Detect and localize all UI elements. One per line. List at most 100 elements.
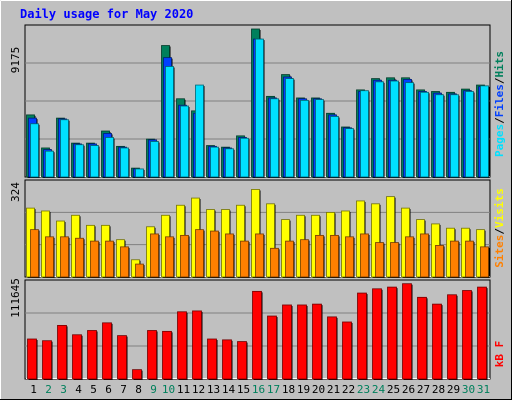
pages-bar [30,123,39,178]
pages-bar [135,168,144,178]
sites-bar [30,229,39,278]
day-label: 16 [252,383,265,396]
pages-bar [300,99,309,178]
sites-bar [105,240,114,278]
kbytes-legend: kB F [493,341,506,368]
sites-bar [120,246,129,278]
day-label: 3 [60,383,67,396]
legend-sites: Sites [493,235,506,268]
pages-bar [420,91,429,178]
day-label: 4 [75,383,82,396]
sites-bar [270,247,279,278]
day-label: 18 [282,383,295,396]
kbytes-bar [402,283,412,380]
pages-bar [285,78,294,178]
sites-bar [330,234,339,278]
kbytes-bar [162,330,172,380]
sites-bar [180,234,189,278]
kbytes-bar [462,290,472,380]
sites-bar [240,240,249,278]
sites-bar [375,242,384,278]
kbytes-bar [27,338,37,380]
pages-bar [375,81,384,178]
kbytes-bar [477,286,487,380]
legend-sep-2: / [493,77,506,84]
kbytes-bar [372,288,382,380]
day-label: 27 [417,383,430,396]
pages-bar [180,105,189,178]
sites-bar [195,229,204,278]
day-label: 8 [135,383,142,396]
kbytes-bar [327,316,337,380]
sites-bar [420,233,429,278]
kbytes-bar [57,324,67,380]
kbytes-bar [117,335,127,380]
kbytes-bar [72,334,82,380]
day-label: 21 [327,383,340,396]
day-label: 17 [267,383,280,396]
pages-bar [435,94,444,178]
sites-bar [60,236,69,278]
day-label: 10 [162,383,175,396]
pages-bar [120,147,129,178]
pages-bar [465,91,474,178]
day-label: 15 [237,383,250,396]
kbytes-bar [387,286,397,380]
sites-bar [315,234,324,278]
pages-bar [255,38,264,178]
day-label: 28 [432,383,445,396]
pages-bar [315,99,324,178]
kbytes-bar [177,311,187,380]
visits-legend: Sites/Visits [493,188,506,268]
day-label: 9 [150,383,157,396]
sites-bar [225,233,234,278]
kbytes-bar [237,341,247,380]
legend-hits: Hits [493,51,506,78]
day-label: 7 [120,383,127,396]
kbytes-bar [192,310,202,380]
sites-bar [465,240,474,278]
legend-visits: Visits [493,188,506,228]
pages-bar [90,145,99,178]
pages-bar [150,141,159,178]
sites-bar [45,236,54,278]
kbytes-bar [87,330,97,380]
sites-bar [165,236,174,278]
legend-sep-1: / [493,117,506,124]
day-label: 5 [90,383,97,396]
pages-bar [480,85,489,178]
sites-bar [345,236,354,278]
sites-bar [390,242,399,278]
day-label: 11 [177,383,190,396]
kbytes-bar [267,315,277,380]
kbytes-bar [222,339,232,380]
day-label: 20 [312,383,325,396]
kbytes-bar [342,321,352,380]
pages-bar [45,150,54,178]
kbytes-max-label: 111645 [9,278,22,318]
sites-bar [90,240,99,278]
day-label: 29 [447,383,460,396]
legend-pages: Pages [493,124,506,157]
kbytes-bar [147,330,157,380]
day-label: 13 [207,383,220,396]
pages-bar [345,128,354,178]
day-label: 31 [477,383,490,396]
day-label: 23 [357,383,370,396]
day-label: 25 [387,383,400,396]
sites-bar [360,233,369,278]
kbytes-bar [207,338,217,380]
sites-bar [405,236,414,278]
sites-bar [210,230,219,278]
pages-bar [405,82,414,178]
sites-bar [435,245,444,278]
pages-bar [75,144,84,178]
pages-bar [195,84,204,178]
sites-bar [300,239,309,278]
day-label: 12 [192,383,205,396]
chart-title: Daily usage for May 2020 [20,7,193,21]
day-label: 26 [402,383,415,396]
visits-max-label: 324 [9,182,22,202]
kbytes-bar [252,290,262,380]
